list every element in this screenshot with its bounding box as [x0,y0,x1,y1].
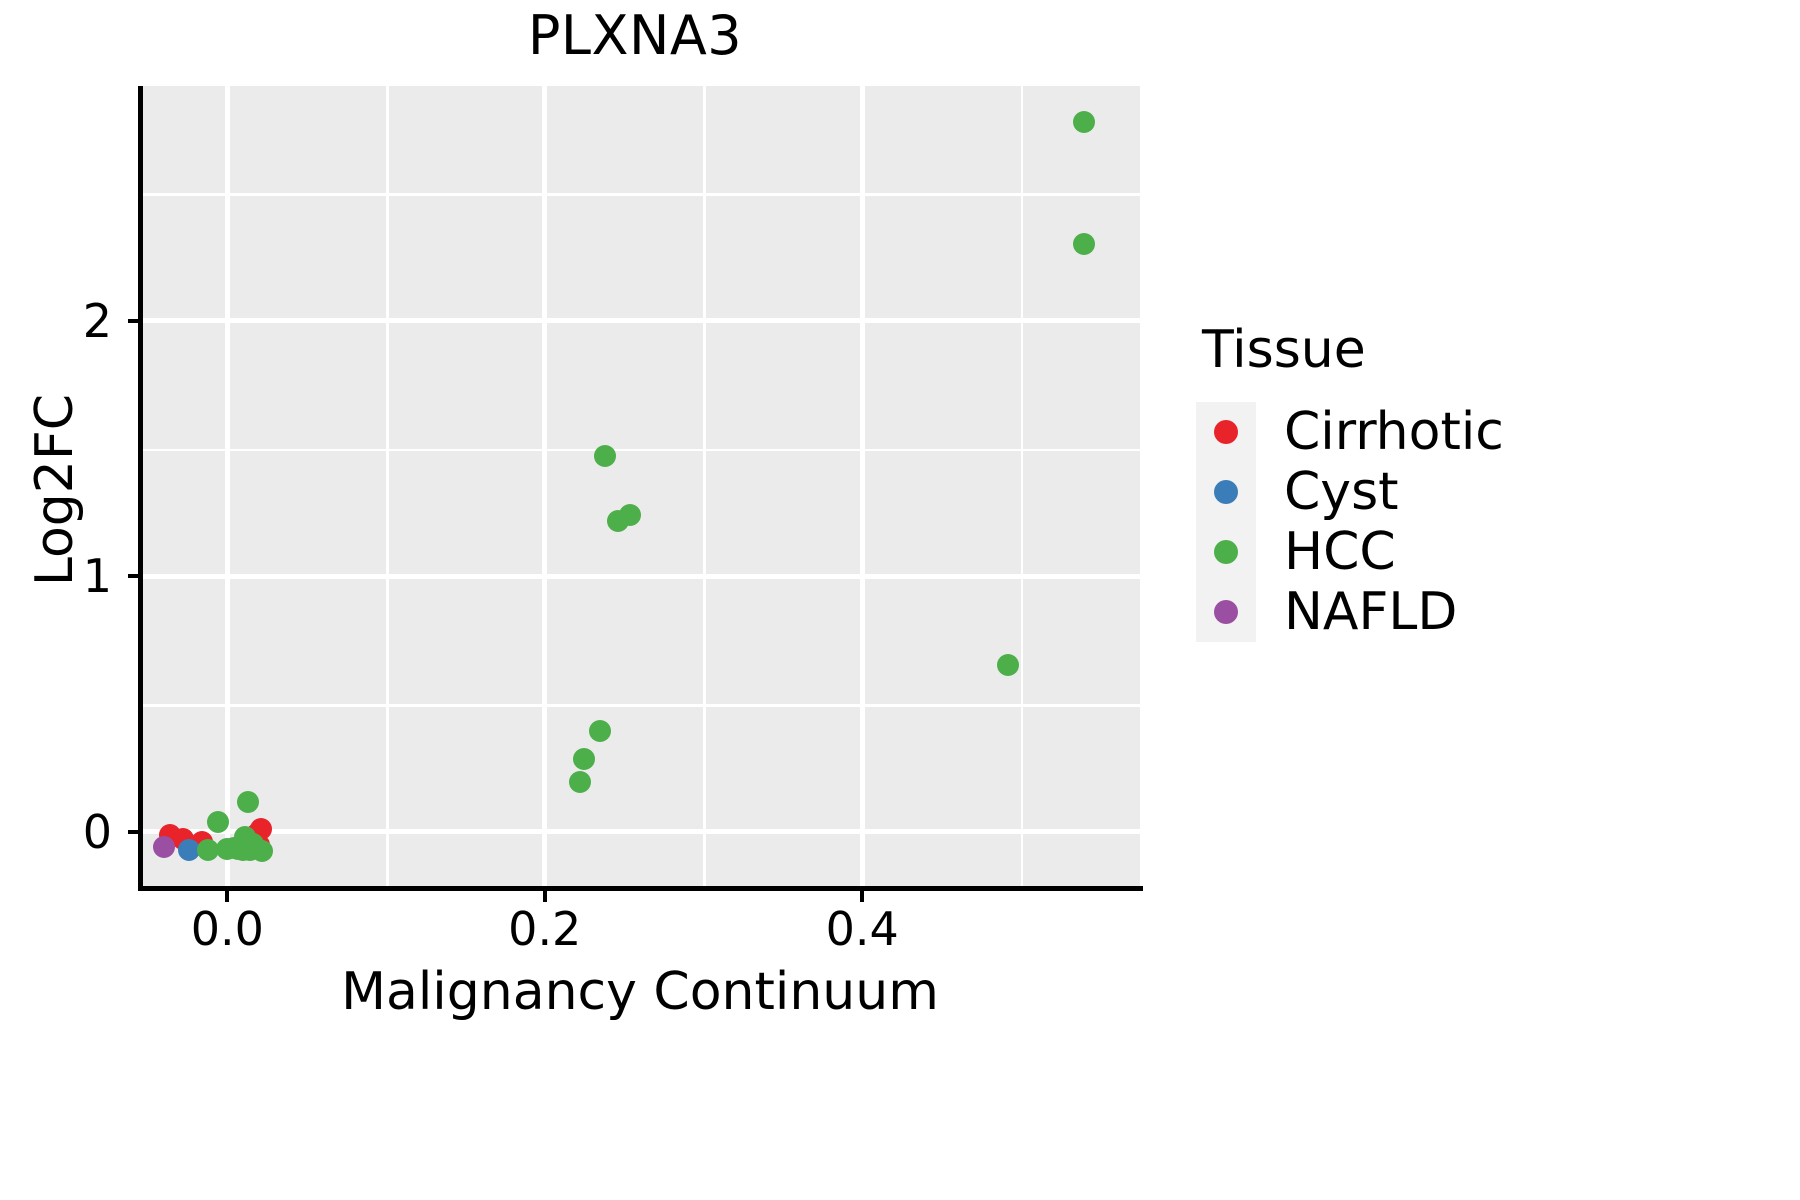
legend-item-cyst[interactable]: Cyst [1196,462,1756,522]
y-axis-tick [128,318,139,323]
x-axis-tick [225,891,230,902]
data-point-hcc [589,719,612,742]
legend-dot-icon [1214,480,1238,504]
plot-panel [140,86,1140,888]
gridline-vertical-major [859,86,865,888]
gridline-horizontal-major [140,318,1140,324]
data-point-hcc [216,837,239,860]
legend-item-cirrhotic[interactable]: Cirrhotic [1196,402,1756,462]
legend-item-label: Cyst [1284,462,1399,522]
gridline-vertical-major [224,86,230,888]
y-axis-title: Log2FC [25,393,85,587]
y-axis-tick [128,574,139,579]
data-point-hcc [573,748,596,771]
legend-item-label: HCC [1284,522,1396,582]
x-axis-tick-label: 0.4 [825,902,899,956]
data-point-hcc [1073,233,1096,256]
data-point-cyst [178,839,201,862]
gridline-horizontal-minor [140,448,1140,452]
gridline-vertical-minor [386,86,389,888]
legend-item-nafld[interactable]: NAFLD [1196,582,1756,642]
legend-item-hcc[interactable]: HCC [1196,522,1756,582]
y-axis-tick [128,829,139,834]
x-axis-tick [860,891,865,902]
data-point-hcc [251,839,274,862]
x-axis-title: Malignancy Continuum [341,962,939,1022]
legend-dot-icon [1214,600,1238,624]
data-point-hcc [206,810,229,833]
gridline-vertical-minor [703,86,706,888]
y-axis-tick-label: 0 [82,804,112,859]
legend-item-label: Cirrhotic [1284,402,1504,462]
legend-dot-icon [1214,420,1238,444]
gridline-horizontal-major [140,573,1140,579]
legend-title: Tissue [1202,320,1366,380]
data-point-nafld [152,836,175,859]
legend-items: Cirrhotic Cyst HCC NAFLD [1196,402,1756,642]
data-point-hcc [197,839,220,862]
data-point-hcc [619,504,642,527]
x-axis-tick-label: 0.0 [190,902,264,956]
legend-key-swatch [1196,402,1256,462]
legend-dot-icon [1214,540,1238,564]
gridline-horizontal-major [140,829,1140,835]
y-axis-line [138,86,143,891]
y-axis-tick-label: 1 [82,549,112,604]
legend-key-swatch [1196,522,1256,582]
gridline-vertical-minor [1020,86,1024,888]
gridline-horizontal-minor [140,193,1140,196]
data-point-hcc [236,791,259,814]
data-point-hcc [1073,110,1096,133]
legend-item-label: NAFLD [1284,582,1458,642]
data-point-hcc [568,771,591,793]
legend-key-swatch [1196,462,1256,522]
page-title: PLXNA3 [527,4,743,67]
x-axis-tick-label: 0.2 [508,902,582,956]
y-axis-tick-label: 2 [82,293,112,348]
gridline-vertical-major [542,86,548,888]
data-point-hcc [594,445,617,468]
legend: Tissue Cirrhotic Cyst HCC NAFLD [1196,320,1756,642]
x-axis-tick [542,891,547,902]
data-point-hcc [997,653,1020,676]
gridline-horizontal-minor [140,704,1140,707]
legend-key-swatch [1196,582,1256,642]
x-axis-line [140,886,1143,891]
